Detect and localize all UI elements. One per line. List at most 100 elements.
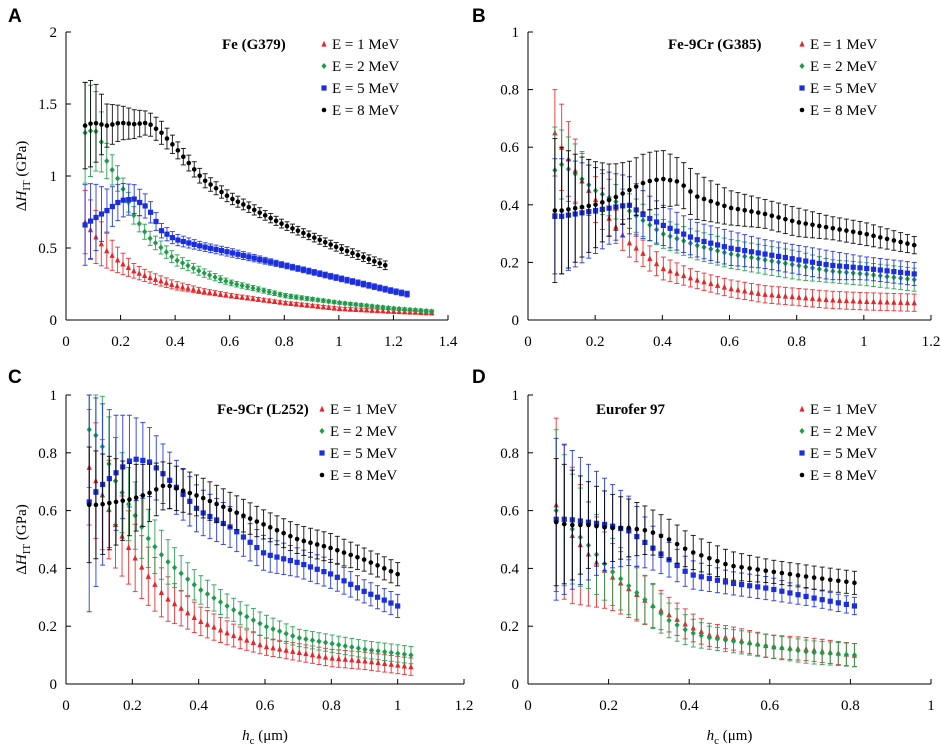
data-point	[320, 297, 326, 304]
y-tick-label: 0	[512, 677, 520, 693]
series-e-5-mev	[82, 182, 410, 298]
data-point	[667, 177, 673, 183]
legend-marker	[799, 85, 805, 91]
legend-label: E = 1 MeV	[810, 37, 877, 53]
data-point	[137, 121, 142, 126]
data-point	[355, 645, 362, 652]
data-point	[348, 581, 354, 587]
panel-title: Fe-9Cr (L252)	[217, 402, 309, 418]
data-point	[653, 260, 660, 267]
data-point	[755, 567, 761, 572]
data-point	[290, 226, 295, 231]
data-point	[254, 544, 260, 551]
data-point	[399, 290, 405, 296]
data-point	[326, 298, 332, 305]
data-point	[660, 265, 666, 272]
data-point	[98, 240, 104, 247]
data-point	[230, 196, 235, 202]
data-point	[217, 290, 224, 297]
data-point	[277, 628, 283, 635]
data-point	[395, 571, 400, 577]
data-point	[570, 522, 575, 528]
data-point	[326, 304, 332, 311]
data-point	[600, 200, 605, 205]
data-point	[747, 566, 752, 571]
data-point	[823, 296, 829, 303]
data-point	[290, 632, 296, 639]
data-point	[82, 123, 88, 128]
panel-letter: C	[8, 367, 22, 388]
legend-label: E = 1 MeV	[332, 37, 399, 53]
data-point	[158, 228, 165, 234]
data-point	[763, 642, 769, 649]
data-point	[308, 540, 313, 546]
data-point	[374, 303, 381, 310]
data-point	[185, 284, 191, 291]
data-point	[626, 239, 633, 246]
data-point	[82, 222, 88, 228]
data-point	[158, 589, 165, 595]
x-tick-label: 0	[62, 698, 70, 714]
data-point	[237, 610, 243, 617]
data-point	[255, 296, 261, 302]
data-point	[674, 562, 680, 569]
data-point	[735, 246, 741, 253]
data-point	[181, 154, 186, 160]
data-point	[642, 596, 648, 603]
data-point	[819, 597, 825, 603]
legend-label: E = 2 MeV	[330, 424, 397, 440]
data-point	[217, 276, 224, 283]
data-point	[344, 248, 350, 254]
data-point	[830, 296, 836, 303]
legend-label: E = 2 MeV	[810, 59, 877, 75]
data-point	[381, 597, 387, 603]
data-point	[870, 266, 877, 272]
y-tick-label: 0.4	[500, 561, 519, 577]
data-point	[579, 204, 585, 210]
data-point	[819, 649, 825, 656]
data-point	[388, 649, 394, 656]
y-tick-label: 1.5	[38, 97, 57, 113]
data-point	[250, 639, 256, 645]
data-point	[836, 578, 841, 584]
data-point	[179, 283, 186, 290]
data-point	[342, 305, 348, 312]
data-point	[267, 525, 273, 530]
data-point	[137, 199, 143, 206]
data-point	[201, 288, 207, 295]
data-point	[212, 274, 218, 281]
data-point	[127, 497, 132, 502]
data-point	[331, 299, 337, 306]
data-point	[811, 575, 817, 580]
data-point	[803, 221, 809, 226]
data-point	[904, 270, 911, 276]
y-tick-label: 0.2	[500, 255, 519, 271]
data-point	[355, 280, 361, 286]
legend-marker	[319, 472, 325, 478]
data-point	[109, 252, 115, 258]
data-point	[322, 239, 328, 245]
data-point	[274, 527, 280, 533]
x-tick-label: 0	[62, 334, 70, 350]
data-point	[152, 276, 159, 282]
data-point	[281, 556, 287, 562]
data-point	[552, 208, 558, 213]
data-point	[293, 294, 299, 301]
data-point	[738, 639, 745, 646]
data-point	[610, 525, 615, 531]
data-point	[314, 542, 320, 547]
data-point	[120, 197, 126, 203]
data-point	[827, 650, 833, 657]
data-point	[294, 559, 300, 565]
data-point	[240, 534, 247, 540]
data-point	[593, 202, 598, 207]
data-point	[283, 646, 289, 653]
data-point	[322, 653, 329, 660]
data-point	[152, 581, 158, 587]
data-point	[109, 166, 115, 173]
data-point	[303, 636, 309, 643]
data-point	[811, 649, 817, 656]
x-tick-label: 0.2	[111, 334, 130, 350]
data-point	[811, 595, 817, 601]
